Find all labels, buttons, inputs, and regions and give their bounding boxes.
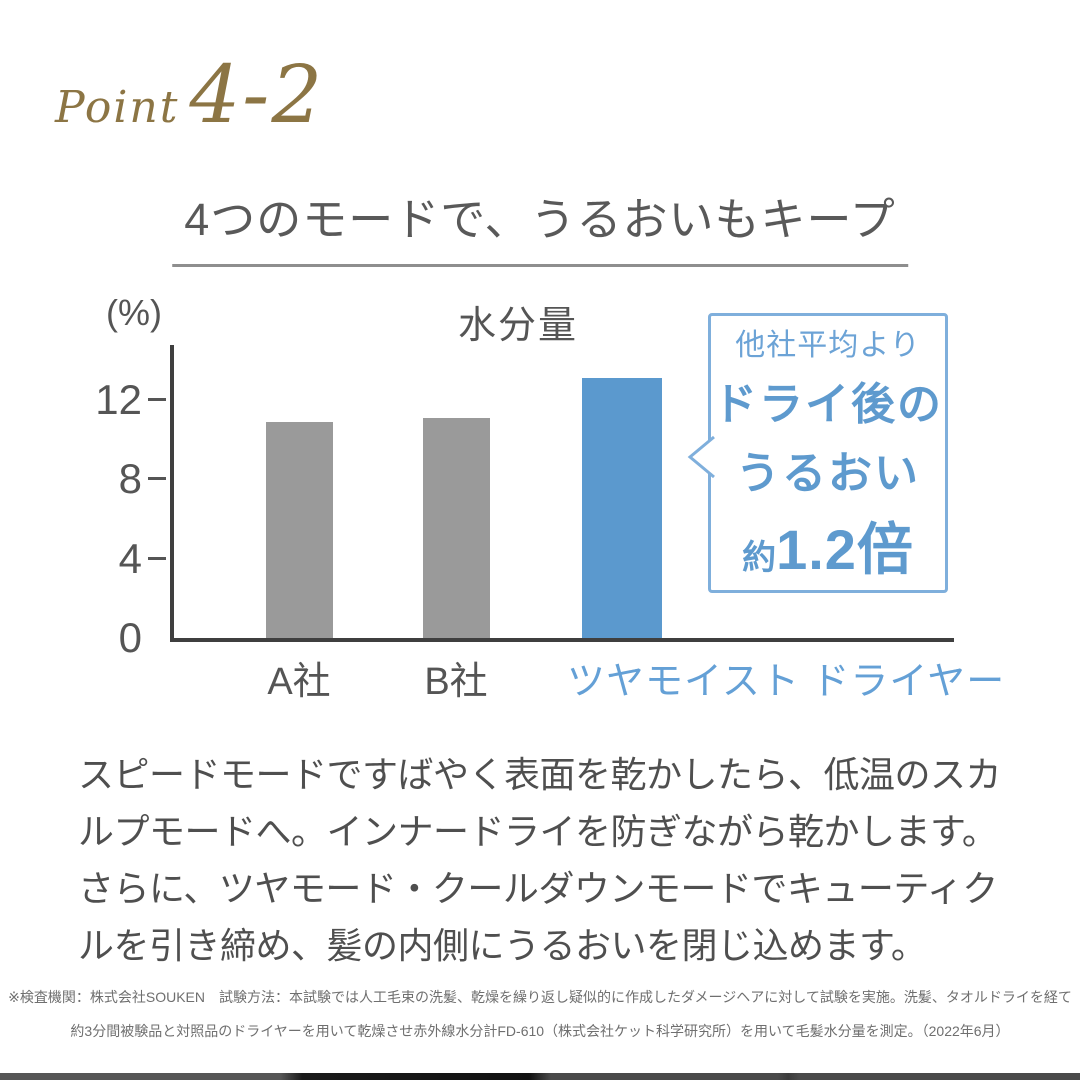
point-badge-word: Point — [55, 82, 180, 133]
bottom-cropped-content-strip — [0, 1073, 1080, 1080]
point-badge: Point 4-2 — [55, 48, 324, 141]
bar-tsuyamoist-dryer — [582, 378, 662, 638]
callout-value-row: 約 1.2倍 — [742, 505, 914, 586]
callout-approx-prefix: 約 — [742, 538, 777, 577]
bubble-tail-icon — [687, 435, 715, 479]
y-tick-label: 0 — [118, 614, 142, 661]
x-axis-label-tsuyamoist-dryer: ツヤモイスト ドライヤー — [567, 661, 1006, 703]
page-title: 4つのモードで、うるおいもキープ — [172, 183, 908, 267]
y-tick-mark — [148, 477, 166, 481]
footnote-line: 約3分間被験品と対照品のドライヤーを用いて乾燥させ赤外線水分計FD-610（株式… — [70, 1023, 1010, 1039]
bar-company-b — [423, 418, 490, 638]
chart-title: 水分量 — [458, 305, 579, 347]
y-tick-label: 8 — [118, 455, 142, 503]
bar-company-a — [266, 422, 333, 638]
footnote: ※検査機関：株式会社SOUKEN 試験方法：本試験では人工毛束の洗髪、乾燥を繰り… — [0, 980, 1080, 1048]
y-tick-mark — [148, 398, 166, 402]
body-line: スピードモードですばやく表面を乾かしたら、低温のスカ — [78, 754, 1002, 795]
callout-line-1: 他社平均より — [735, 329, 921, 363]
callout-bubble: 他社平均より ドライ後の うるおい 約 1.2倍 — [687, 313, 948, 593]
y-tick-label: 12 — [95, 376, 142, 424]
body-line: ルプモードへ。インナードライを防ぎながら乾かします。 — [78, 811, 998, 852]
point-badge-number: 4-2 — [189, 48, 325, 141]
body-line: ルを引き締め、髪の内側にうるおいを閉じ込めます。 — [78, 925, 927, 966]
callout-line-3: うるおい — [736, 448, 920, 498]
y-axis-unit-label: (%) — [106, 292, 162, 333]
footnote-line: ※検査機関：株式会社SOUKEN 試験方法：本試験では人工毛束の洗髪、乾燥を繰り… — [8, 989, 1072, 1005]
x-axis-label-company-b: B社 — [424, 661, 488, 703]
x-axis-label-company-a: A社 — [267, 661, 331, 703]
body-line: さらに、ツヤモード・クールダウンモードでキューティク — [78, 868, 998, 909]
bar-chart-plot-area: A社 B社 ツヤモイスト ドライヤー 0 4 8 12 — [95, 345, 1004, 703]
callout-value: 1.2倍 — [776, 517, 914, 581]
callout-line-2: ドライ後の — [713, 380, 943, 430]
y-tick-label: 4 — [118, 534, 142, 582]
y-tick-mark — [148, 556, 166, 560]
body-paragraph: スピードモードですばやく表面を乾かしたら、低温のスカ ルプモードへ。インナードラ… — [78, 746, 1002, 974]
